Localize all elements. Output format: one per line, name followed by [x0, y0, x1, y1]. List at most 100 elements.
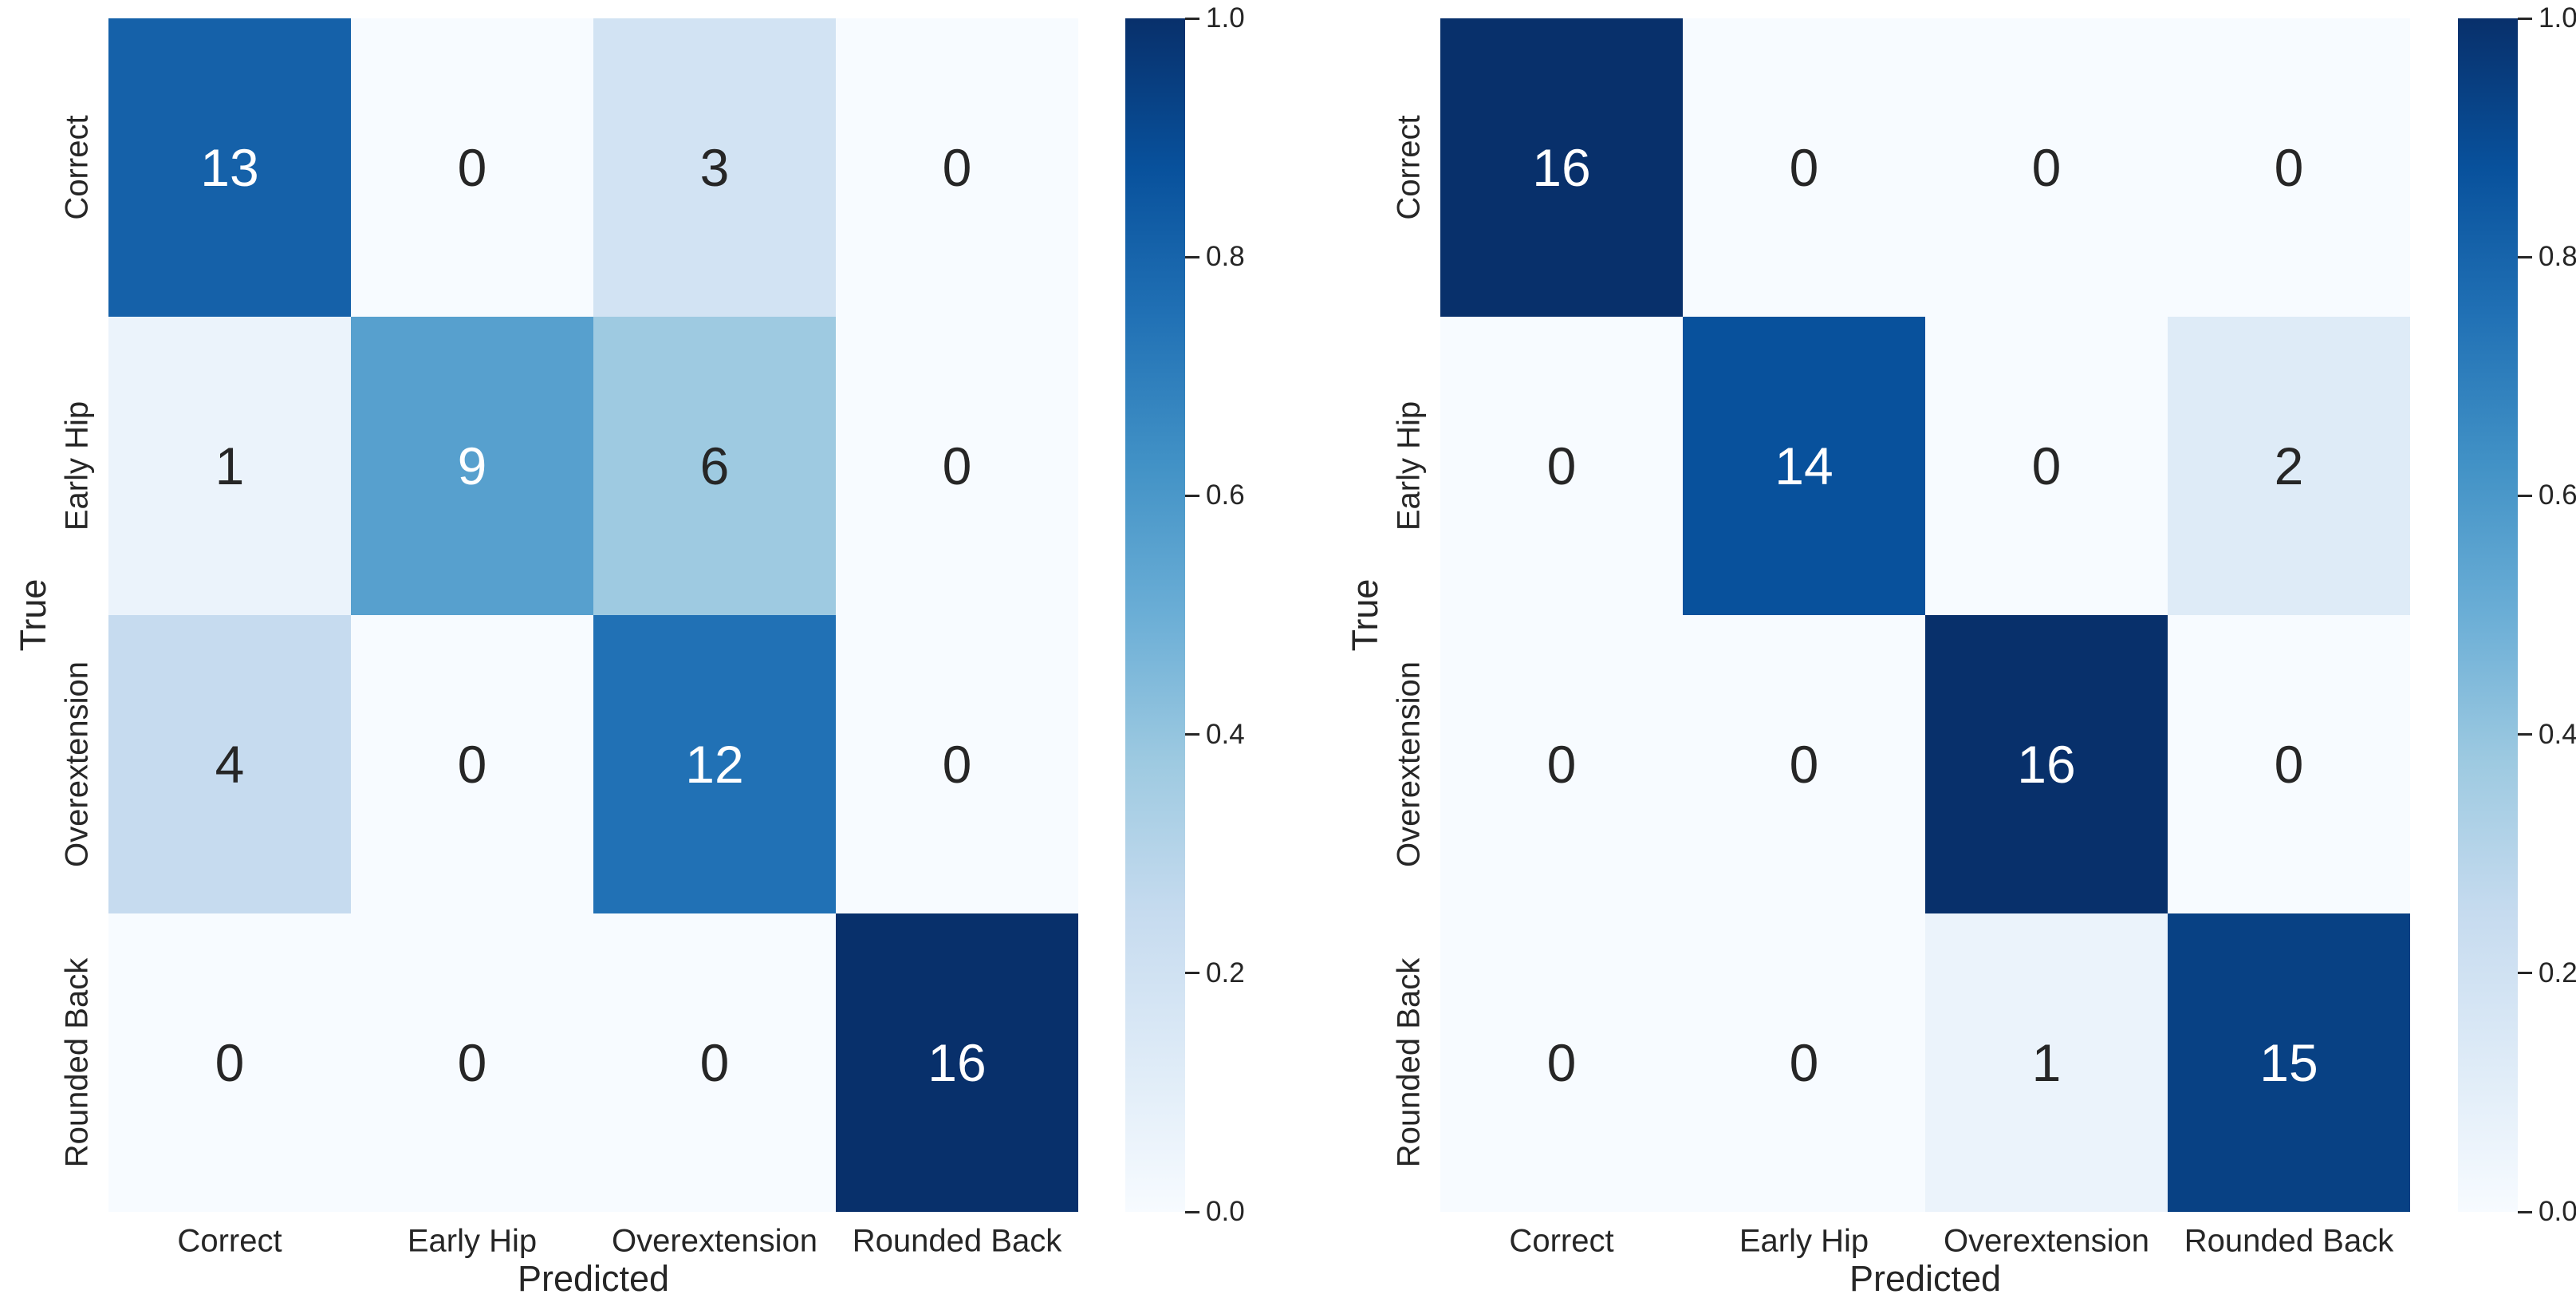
colorbar-tick-label: 0.8	[2539, 241, 2576, 273]
heatmap-cell: 0	[1440, 615, 1683, 913]
cell-value: 0	[1546, 735, 1577, 794]
cell-value: 1	[2031, 1033, 2062, 1092]
cell-value: 13	[200, 138, 259, 197]
colorbar	[1125, 18, 1185, 1212]
heatmap-cell: 0	[1683, 913, 1925, 1212]
heatmap-cell: 16	[836, 913, 1078, 1212]
heatmap-cell: 13	[108, 18, 351, 317]
heatmap-cell: 16	[1925, 615, 2168, 913]
colorbar-tick-mark	[1185, 494, 1199, 497]
heatmap-cell: 16	[1440, 18, 1683, 317]
cell-value: 0	[215, 1033, 245, 1092]
colorbar-tick-label: 0.8	[1206, 241, 1245, 273]
cell-value: 16	[2017, 735, 2076, 794]
heatmap-cell: 4	[108, 615, 351, 913]
heatmap-cell: 0	[351, 615, 593, 913]
cell-value: 0	[1546, 1033, 1577, 1092]
cell-value: 0	[457, 138, 487, 197]
x-tick-label: Early Hip	[407, 1223, 538, 1259]
heatmap-cell: 0	[2168, 615, 2410, 913]
heatmap-cell: 2	[2168, 317, 2410, 615]
colorbar-tick-mark	[2518, 733, 2532, 736]
colorbar-tick-label: 0.4	[2539, 718, 2576, 750]
heatmap-cell: 0	[836, 18, 1078, 317]
cell-value: 2	[2274, 436, 2304, 495]
colorbar-tick-mark	[2518, 1210, 2532, 1213]
colorbar-tick-label: 0.6	[1206, 479, 1245, 511]
heatmap-cell: 1	[108, 317, 351, 615]
cell-value: 6	[699, 436, 730, 495]
colorbar-tick-label: 0.4	[1206, 718, 1245, 750]
colorbar-tick-mark	[1185, 255, 1199, 258]
colorbar-tick-label: 0.0	[1206, 1196, 1245, 1227]
cell-value: 0	[2274, 138, 2304, 197]
heatmap-cell: 9	[351, 317, 593, 615]
y-tick-label: Correct	[1391, 115, 1427, 220]
colorbar-tick-mark	[2518, 255, 2532, 258]
colorbar-tick-label: 1.0	[1206, 2, 1245, 34]
heatmap-cell: 0	[1683, 615, 1925, 913]
cell-value: 16	[928, 1033, 987, 1092]
cell-value: 3	[699, 138, 730, 197]
cell-value: 0	[942, 138, 972, 197]
colorbar-tick-mark	[1185, 17, 1199, 20]
colorbar-tick-label: 0.2	[1206, 957, 1245, 988]
colorbar-tick-mark	[1185, 1210, 1199, 1213]
y-axis-label: True	[1345, 578, 1385, 652]
heatmap-cell: 0	[108, 913, 351, 1212]
x-axis-label: Predicted	[1849, 1258, 2002, 1299]
heatmap-cell: 0	[2168, 18, 2410, 317]
cell-value: 14	[1774, 436, 1834, 495]
cell-value: 1	[215, 436, 245, 495]
y-tick-label: Overextension	[1391, 661, 1427, 867]
colorbar	[2458, 18, 2518, 1212]
heatmap-cell: 15	[2168, 913, 2410, 1212]
colorbar-tick-mark	[1185, 972, 1199, 975]
cell-value: 0	[1789, 138, 1819, 197]
y-tick-label: Rounded Back	[1391, 957, 1427, 1168]
cell-value: 0	[2031, 436, 2062, 495]
heatmap-cell: 1	[1925, 913, 2168, 1212]
cell-value: 0	[2274, 735, 2304, 794]
cell-value: 0	[457, 1033, 487, 1092]
heatmap-grid: 16 0 0 0 0 14 0 2 0 0 16 0 0 0 1 15	[1440, 18, 2410, 1212]
cell-value: 0	[942, 735, 972, 794]
colorbar-tick-mark	[2518, 494, 2532, 497]
cell-value: 0	[457, 735, 487, 794]
cell-value: 0	[1789, 1033, 1819, 1092]
heatmap-cell: 12	[593, 615, 836, 913]
cell-value: 0	[699, 1033, 730, 1092]
x-tick-label: Rounded Back	[852, 1223, 1062, 1259]
heatmap-cell: 0	[1440, 913, 1683, 1212]
heatmap-cell: 14	[1683, 317, 1925, 615]
heatmap-cell: 0	[1440, 317, 1683, 615]
cell-value: 4	[215, 735, 245, 794]
heatmap-cell: 3	[593, 18, 836, 317]
heatmap-cell: 0	[351, 913, 593, 1212]
heatmap-cell: 0	[1925, 18, 2168, 317]
heatmap-cell: 0	[836, 317, 1078, 615]
heatmap-cell: 0	[836, 615, 1078, 913]
cell-value: 0	[1546, 436, 1577, 495]
colorbar-tick-mark	[1185, 733, 1199, 736]
heatmap-grid: 13 0 3 0 1 9 6 0 4 0 12 0 0 0 0 16	[108, 18, 1078, 1212]
cell-value: 9	[457, 436, 487, 495]
cell-value: 0	[2031, 138, 2062, 197]
colorbar-tick-label: 1.0	[2539, 2, 2576, 34]
colorbar-tick-label: 0.2	[2539, 957, 2576, 988]
y-tick-label: Early Hip	[1391, 400, 1427, 531]
cell-value: 0	[1789, 735, 1819, 794]
colorbar-tick-label: 0.6	[2539, 479, 2576, 511]
colorbar-tick-mark	[2518, 972, 2532, 975]
x-tick-label: Correct	[177, 1223, 282, 1259]
heatmap-cell: 6	[593, 317, 836, 615]
cell-value: 0	[942, 436, 972, 495]
heatmap-cell: 0	[351, 18, 593, 317]
cell-value: 15	[2259, 1033, 2318, 1092]
x-tick-label: Overextension	[1944, 1223, 2149, 1259]
cell-value: 16	[1532, 138, 1591, 197]
heatmap-cell: 0	[1925, 317, 2168, 615]
